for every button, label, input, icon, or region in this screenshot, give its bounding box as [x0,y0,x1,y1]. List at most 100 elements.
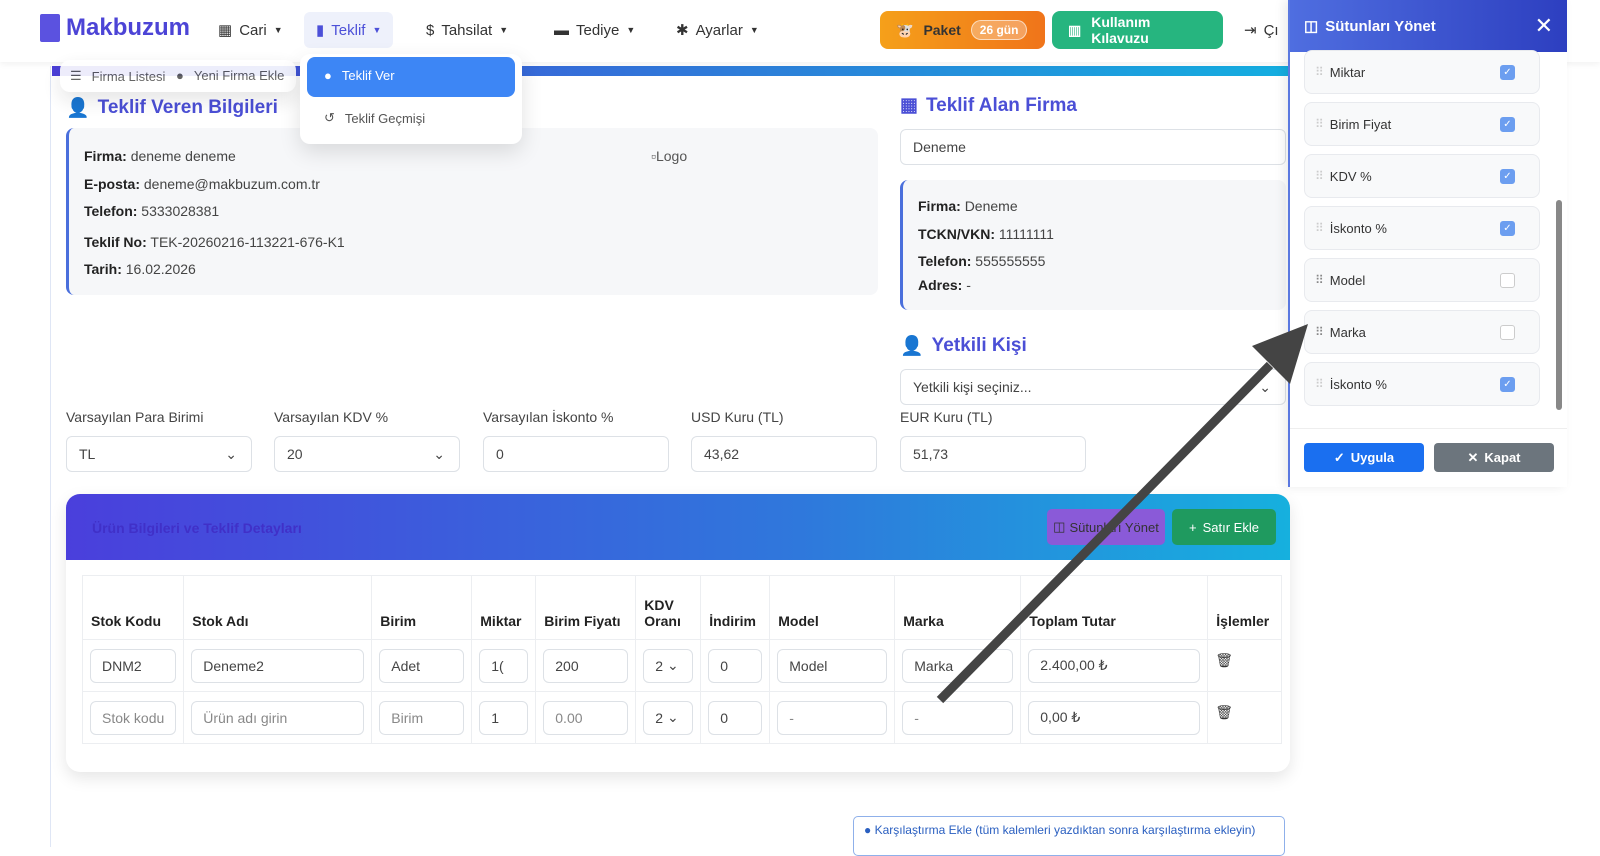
dropdown-item-yeni-firma[interactable]: ● Yeni Firma Ekle [176,68,284,83]
panel-scrollbar[interactable] [1556,200,1562,410]
birim-input[interactable]: Adet [379,648,465,683]
discount-input[interactable]: 0 [483,436,669,472]
column-option[interactable]: ⠿ Marka [1304,310,1540,354]
indirim-input[interactable]: 0 [708,700,763,735]
item-label: Yeni Firma Ekle [193,68,285,83]
eur-input[interactable]: 51,73 [900,436,1086,472]
grip-icon[interactable]: ⠿ [1315,221,1324,235]
stok-kodu-input[interactable]: DNM2 [90,648,177,683]
dropdown-item-teklif-gecmisi[interactable]: ↺ Teklif Geçmişi [324,110,425,126]
nav-teklif[interactable]: ▮ Teklif ▼ [304,12,394,48]
close-button[interactable]: ✕ Kapat [1434,443,1554,472]
dropdown-item-firma-listesi[interactable]: ☰ Firma Listesi [70,68,165,84]
divider [1290,428,1567,429]
broken-image-icon: ▫ [651,148,656,164]
items-section-title: Ürün Bilgileri ve Teklif Detayları [92,520,302,536]
add-row-button[interactable]: + Satır Ekle [1172,509,1276,545]
value: deneme deneme [130,148,236,164]
caret-icon: ▼ [749,25,759,35]
manage-columns-panel: ◫ Sütunları Yönet ✕ ⠿ Miktar ✓ ⠿ Birim Fiyat ✓… [1288,0,1567,487]
stok-kodu-input[interactable]: Stok kodu [90,700,177,735]
grip-icon[interactable]: ⠿ [1315,273,1324,287]
input-value: 43,62 [704,446,740,462]
package-button[interactable]: 🐮 Paket 26 gün [880,11,1045,49]
birim-fiyati-input[interactable]: 200 [543,648,629,683]
usd-input[interactable]: 43,62 [691,436,877,472]
checkbox-unchecked[interactable] [1500,324,1515,340]
table-row: Stok kodu Ürün adı girin Birim 1 0.00 2 … [81,691,1283,744]
birim-fiyati-input[interactable]: 0.00 [543,700,629,735]
grip-icon[interactable]: ⠿ [1315,325,1324,339]
contact-select[interactable]: Yetkili kişi seçiniz... ⌄ [900,369,1286,405]
checkbox-checked[interactable]: ✓ [1500,64,1515,80]
model-input[interactable]: Model [777,648,888,683]
grip-icon[interactable]: ⠿ [1315,65,1324,79]
trash-icon[interactable]: 🗑 [1215,652,1234,668]
column-option[interactable]: ⠿ KDV % ✓ [1304,154,1540,198]
miktar-input[interactable]: 1( [479,648,529,683]
table-header-row: Stok Kodu Stok Adı Birim Miktar Birim Fi… [81,575,1283,640]
kdv-select[interactable]: 2 ⌄ [643,648,694,683]
grip-icon[interactable]: ⠿ [1315,169,1324,183]
logout-label: Çı [1263,21,1279,39]
sender-telefon: Telefon: 5333028381 [84,203,219,219]
model-input[interactable]: - [777,700,888,735]
guide-button[interactable]: ▥ Kullanım Kılavuzu [1052,11,1223,49]
label: E-posta: [84,176,140,192]
caret-icon: ▼ [499,25,509,35]
grip-icon[interactable]: ⠿ [1315,117,1324,131]
receiver-select[interactable]: Deneme [900,129,1286,165]
select-value: Deneme [913,139,966,155]
brand-logo[interactable]: Makbuzum [40,14,190,42]
kdv-select[interactable]: 2 ⌄ [643,700,694,735]
sender-card: Firma: deneme deneme E-posta: deneme@mak… [66,128,878,295]
user-tie-icon: 👤 [900,336,924,357]
checkbox-unchecked[interactable] [1500,272,1515,288]
column-option[interactable]: ⠿ İskonto % ✓ [1304,206,1540,250]
sender-eposta: E-posta: deneme@makbuzum.com.tr [84,176,320,192]
col-header: Miktar [471,575,537,640]
building-icon: ▦ [218,22,233,39]
logout-link[interactable]: ⇥ Çı [1232,12,1291,48]
currency-select[interactable]: TL ⌄ [66,436,252,472]
close-icon[interactable]: ✕ [1534,13,1553,38]
column-option[interactable]: ⠿ Model [1304,258,1540,302]
value: deneme@makbuzum.com.tr [143,176,320,192]
column-option[interactable]: ⠿ Miktar ✓ [1304,50,1540,94]
checkbox-checked[interactable]: ✓ [1500,376,1515,392]
checkbox-checked[interactable]: ✓ [1500,168,1515,184]
nav-tahsilat[interactable]: $ Tahsilat ▼ [414,12,520,48]
usd-label: USD Kuru (TL) [691,409,784,425]
apply-button[interactable]: ✓ Uygula [1304,443,1424,472]
kdv-select[interactable]: 20 ⌄ [274,436,460,472]
item-label: Teklif Geçmişi [344,110,426,126]
gear-icon: ✱ [676,22,689,39]
option-label: KDV % [1329,168,1372,184]
column-option[interactable]: ⠿ İskonto % ✓ [1304,362,1540,406]
nav-ayarlar[interactable]: ✱ Ayarlar ▼ [664,12,771,48]
marka-input[interactable]: - [902,700,1014,735]
nav-tediye[interactable]: ▬ Tediye ▼ [542,12,647,48]
option-label: Model [1329,272,1366,288]
stok-adi-input[interactable]: Deneme2 [191,648,365,683]
item-label: Firma Listesi [91,68,166,84]
grip-icon[interactable]: ⠿ [1315,377,1324,391]
logout-icon: ⇥ [1244,22,1257,39]
caret-icon: ▼ [372,25,382,35]
arrow-shaft [936,361,1274,704]
stok-adi-input[interactable]: Ürün adı girin [191,700,365,735]
birim-input[interactable]: Birim [379,700,465,735]
miktar-input[interactable]: 1 [479,700,529,735]
trash-icon[interactable]: 🗑 [1215,704,1234,720]
nav-cari[interactable]: ▦ Cari ▼ [206,12,295,48]
indirim-input[interactable]: 0 [708,648,763,683]
column-option[interactable]: ⠿ Birim Fiyat ✓ [1304,102,1540,146]
items-section-header: Ürün Bilgileri ve Teklif Detayları ◫Sütu… [66,494,1290,560]
dropdown-item-teklif-ver[interactable]: ● Teklif Ver [324,68,395,83]
content-border [50,66,51,847]
logo-image: ▫Logo [651,148,687,164]
checkbox-checked[interactable]: ✓ [1500,220,1515,236]
x-icon: ✕ [1467,449,1479,465]
checkbox-checked[interactable]: ✓ [1500,116,1515,132]
